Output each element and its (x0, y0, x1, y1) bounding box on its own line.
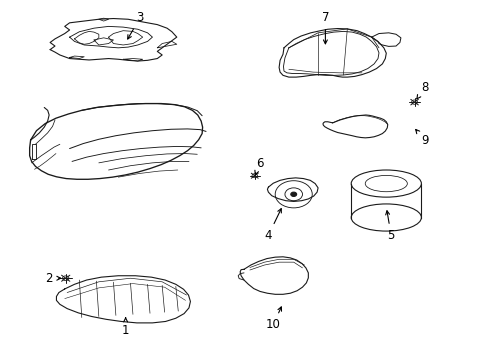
Text: 6: 6 (255, 157, 263, 175)
Text: 7: 7 (321, 11, 329, 44)
Text: 9: 9 (416, 130, 429, 147)
Text: 10: 10 (266, 307, 281, 331)
Text: 3: 3 (128, 11, 144, 39)
Text: 8: 8 (417, 81, 429, 99)
Circle shape (291, 192, 296, 197)
Text: 4: 4 (265, 209, 281, 242)
Text: 2: 2 (46, 272, 61, 285)
Text: 5: 5 (386, 211, 395, 242)
Text: 1: 1 (122, 318, 129, 337)
